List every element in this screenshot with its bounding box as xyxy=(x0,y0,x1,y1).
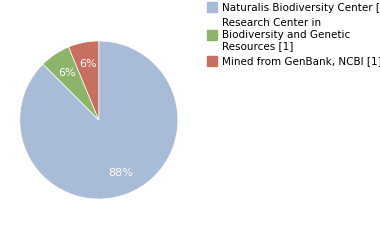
Wedge shape xyxy=(68,41,99,120)
Text: 6%: 6% xyxy=(79,59,97,69)
Text: 88%: 88% xyxy=(108,168,133,178)
Wedge shape xyxy=(20,41,178,199)
Wedge shape xyxy=(43,47,99,120)
Text: 6%: 6% xyxy=(59,68,76,78)
Legend: Naturalis Biodiversity Center [14], Research Center in
Biodiversity and Genetic
: Naturalis Biodiversity Center [14], Rese… xyxy=(205,0,380,69)
